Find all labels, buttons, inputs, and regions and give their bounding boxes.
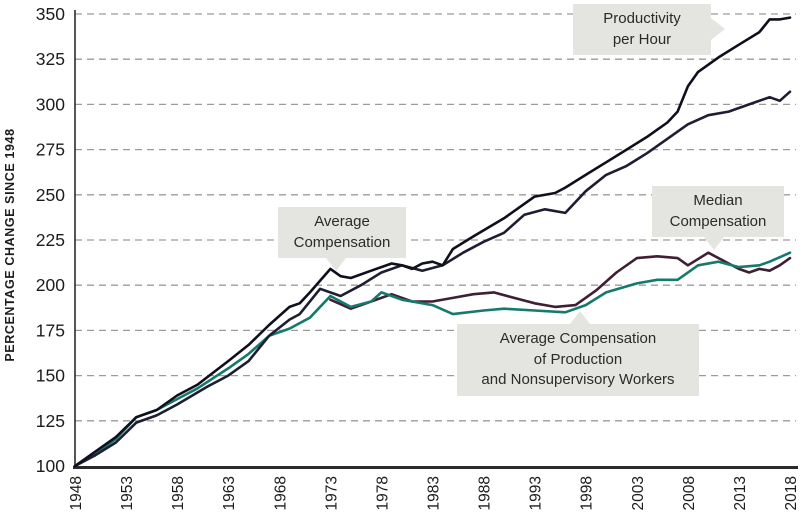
- x-tick-label: 1963: [221, 476, 238, 510]
- y-tick-label: 300: [36, 94, 65, 114]
- callout-productivity-per-hour: Productivity per Hour: [573, 4, 725, 56]
- y-tick-label: 125: [36, 411, 65, 431]
- x-tick-label: 2018: [783, 476, 800, 510]
- series-average-compensation-of-production-and-nonsupervisory-workers: [73, 251, 792, 468]
- x-tick-label: 1998: [579, 476, 596, 510]
- callout-line: Median: [693, 192, 743, 209]
- callout-line: Average Compensation: [499, 330, 657, 347]
- x-tick-label: 1978: [374, 476, 391, 510]
- y-tick-label: 100: [36, 456, 65, 476]
- callout-line: of Production: [533, 350, 623, 368]
- callout-line: Average: [314, 213, 370, 230]
- y-tick-label: 350: [36, 4, 65, 24]
- y-tick-label: 275: [36, 140, 65, 160]
- y-axis-title: PERCENTAGE CHANGE SINCE 1948: [3, 128, 17, 361]
- x-tick-label: 2008: [681, 476, 698, 510]
- x-tick-label: 2013: [732, 476, 749, 510]
- x-tick-label: 2003: [630, 476, 647, 510]
- y-tick-label: 250: [36, 185, 65, 205]
- callout-line: per Hour: [612, 30, 672, 48]
- y-tick-label: 325: [36, 49, 65, 69]
- x-tick-label: 1973: [323, 476, 340, 510]
- x-tick-label: 1953: [119, 476, 136, 510]
- x-tick-label: 1968: [272, 476, 289, 510]
- x-tick-label: 1958: [170, 476, 187, 510]
- series-productivity-per-hour: [73, 16, 792, 468]
- x-tick-label: 1983: [426, 476, 443, 510]
- callout-average-compensation: Average Compensation: [278, 207, 406, 272]
- x-tick-label: 1993: [528, 476, 545, 510]
- callout-line: Productivity: [603, 10, 681, 27]
- callout-line: Compensation: [669, 212, 767, 230]
- x-tick-label: 1948: [68, 476, 85, 510]
- y-tick-label: 225: [36, 230, 65, 250]
- callout-line: and Nonsupervisory Workers: [481, 371, 675, 389]
- y-tick-label: 150: [36, 366, 65, 386]
- callout-production-nonsupervisory-workers: Average Compensation of Production and N…: [457, 310, 699, 397]
- callout-line: Compensation: [293, 233, 391, 251]
- series-average-compensation: [73, 90, 792, 468]
- y-tick-label: 175: [36, 320, 65, 340]
- x-tick-label: 1988: [477, 476, 494, 510]
- y-tick-label: 200: [36, 275, 65, 295]
- callout-median-compensation: Median Compensation: [652, 186, 784, 251]
